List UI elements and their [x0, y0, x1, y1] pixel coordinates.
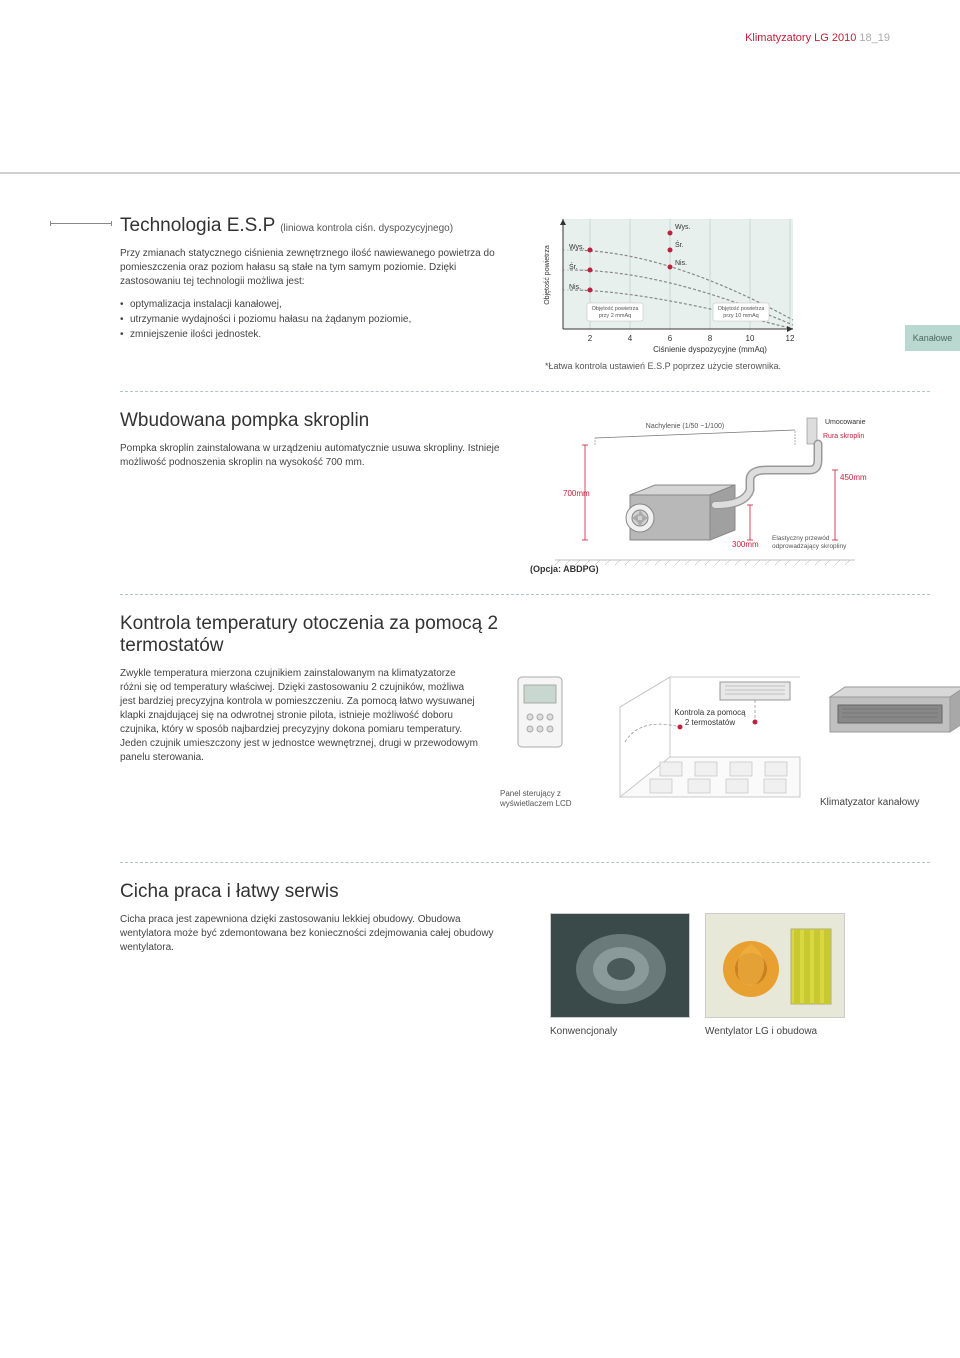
section2-paragraph: Pompka skroplin zainstalowana w urządzen…: [120, 442, 515, 470]
section1-title: Technologia E.S.P (liniowa kontrola ciśn…: [120, 215, 515, 237]
bullet-item: utrzymanie wydajności i poziomu hałasu n…: [120, 312, 515, 327]
section4-paragraph: Cicha praca jest zapewniona dzięki zasto…: [120, 913, 500, 955]
svg-text:2: 2: [588, 334, 593, 343]
svg-text:10: 10: [746, 334, 755, 343]
remote-label: Panel sterujący z wyświetlaczem LCD: [500, 789, 600, 808]
bullet-item: optymalizacja instalacji kanałowej,: [120, 297, 515, 312]
room-diagram: Kontrola za pomocą 2 termostatów: [610, 667, 810, 822]
pump-diagram: Nachylenie (1/50 ~1/100) Umocowanie Rura…: [535, 410, 855, 560]
svg-text:700mm: 700mm: [563, 489, 590, 498]
divider-rule: [0, 172, 960, 174]
section-divider: [120, 594, 930, 595]
svg-text:Objętość powietrza: Objętość powietrza: [718, 306, 766, 312]
side-tab: Kanałowe: [905, 325, 960, 351]
svg-text:2 termostatów: 2 termostatów: [685, 718, 735, 727]
section-service: Cicha praca i łatwy serwis Cicha praca j…: [120, 881, 930, 1037]
svg-text:450mm: 450mm: [840, 473, 867, 482]
side-tab-label: Kanałowe: [913, 333, 953, 343]
photo-lg-fan: Wentylator LG i obudowa: [705, 913, 845, 1037]
section1-bullets: optymalizacja instalacji kanałowej, utrz…: [120, 297, 515, 342]
photo-conventional: Konwencjonaly: [550, 913, 690, 1037]
sidebar-tick: [50, 223, 112, 224]
photo2-label: Wentylator LG i obudowa: [705, 1026, 845, 1037]
svg-text:Śr.: Śr.: [569, 262, 578, 271]
pump-svg: Nachylenie (1/50 ~1/100) Umocowanie Rura…: [535, 410, 875, 570]
page-numbers: 18_19: [859, 32, 890, 44]
section3-title: Kontrola temperatury otoczenia za pomocą…: [120, 613, 520, 657]
page-header: Klimatyzatory LG 2010 18_19: [745, 32, 890, 44]
svg-text:6: 6: [668, 334, 673, 343]
svg-text:Nachylenie (1/50 ~1/100): Nachylenie (1/50 ~1/100): [646, 423, 724, 430]
section2-title: Wbudowana pompka skroplin: [120, 410, 515, 432]
section3-paragraph: Zwykle temperatura mierzona czujnikiem z…: [120, 667, 480, 765]
title-subtitle: (liniowa kontrola ciśn. dyspozycyjnego): [280, 223, 453, 234]
svg-text:Objętość powietrza: Objętość powietrza: [592, 306, 640, 312]
svg-text:odprowadzający skropliny: odprowadzający skropliny: [772, 543, 847, 550]
svg-text:Śr.: Śr.: [675, 240, 684, 249]
unit-illustration: Klimatyzator kanałowy: [820, 667, 960, 822]
section-divider: [120, 391, 930, 392]
svg-text:Nis.: Nis.: [569, 284, 581, 291]
svg-text:Wys.: Wys.: [569, 244, 585, 251]
esp-chart: Wys. Śr. Nis. Wys. Śr. Nis. Objętość: [535, 215, 815, 355]
remote-diagram: Panel sterujący z wyświetlaczem LCD: [500, 667, 600, 822]
section4-title: Cicha praca i łatwy serwis: [120, 881, 930, 903]
svg-text:8: 8: [708, 334, 713, 343]
svg-text:Wys.: Wys.: [675, 224, 691, 231]
bullet-item: zmniejszenie ilości jednostek.: [120, 327, 515, 342]
svg-text:Ciśnienie dyspozycyjne (mmAq): Ciśnienie dyspozycyjne (mmAq): [653, 345, 767, 354]
section-thermostat: Kontrola temperatury otoczenia za pomocą…: [120, 613, 930, 822]
section1-paragraph: Przy zmianach statycznego ciśnienia zewn…: [120, 247, 515, 289]
svg-text:Umocowanie: Umocowanie: [825, 419, 866, 426]
section-esp: Technologia E.S.P (liniowa kontrola ciśn…: [120, 215, 930, 371]
svg-text:przy 2 mmAq: przy 2 mmAq: [599, 313, 631, 319]
unit-label: Klimatyzator kanałowy: [820, 797, 960, 808]
svg-text:przy 10 mmAq: przy 10 mmAq: [723, 313, 758, 319]
title-text: Technologia E.S.P: [120, 215, 275, 236]
section-divider: [120, 862, 930, 863]
svg-text:Rura skroplin: Rura skroplin: [823, 433, 864, 440]
brand-text: Klimatyzatory LG 2010: [745, 32, 856, 44]
svg-text:300mm: 300mm: [732, 540, 759, 549]
chart-svg: Wys. Śr. Nis. Wys. Śr. Nis. Objętość: [535, 215, 825, 370]
svg-text:Objętość powietrza: Objętość powietrza: [544, 245, 551, 305]
svg-text:Nis.: Nis.: [675, 260, 687, 267]
photo1-label: Konwencjonaly: [550, 1026, 690, 1037]
svg-text:Elastyczny przewód: Elastyczny przewód: [772, 535, 830, 542]
svg-text:4: 4: [628, 334, 633, 343]
svg-text:Kontrola za pomocą: Kontrola za pomocą: [674, 708, 746, 717]
section-pump: Wbudowana pompka skroplin Pompka skropli…: [120, 410, 930, 560]
svg-text:12: 12: [786, 334, 795, 343]
